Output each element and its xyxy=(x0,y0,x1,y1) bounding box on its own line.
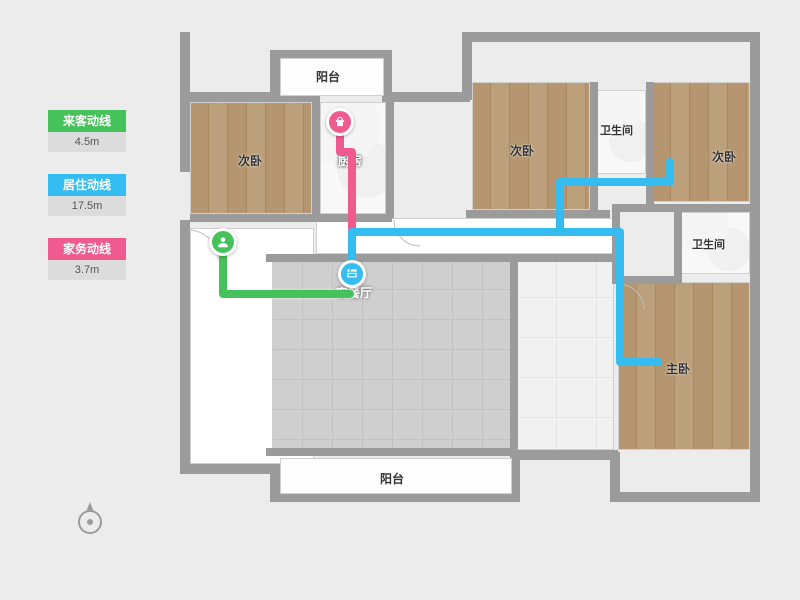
legend-visitor-label: 来客动线 xyxy=(48,110,126,132)
legend-visitor: 来客动线 4.5m xyxy=(48,110,126,152)
node-housework-icon xyxy=(326,108,354,136)
node-living-icon xyxy=(338,260,366,288)
label-kitchen: 厨房 xyxy=(338,152,362,169)
compass-icon xyxy=(72,500,108,536)
label-bath-n: 卫生间 xyxy=(600,122,633,138)
room-bedroom-ne xyxy=(652,82,750,202)
label-bath-e: 卫生间 xyxy=(692,236,725,252)
label-master: 主卧 xyxy=(666,360,690,377)
label-balcony-bottom: 阳台 xyxy=(380,470,404,487)
hallway-top xyxy=(316,218,616,254)
label-bedroom-nc: 次卧 xyxy=(510,142,534,159)
legend-housework-label: 家务动线 xyxy=(48,238,126,260)
room-living xyxy=(272,260,512,452)
legend: 来客动线 4.5m 居住动线 17.5m 家务动线 3.7m xyxy=(48,110,126,302)
legend-living: 居住动线 17.5m xyxy=(48,174,126,216)
legend-housework-value: 3.7m xyxy=(48,260,126,280)
living-side xyxy=(516,258,614,450)
label-bedroom-ne: 次卧 xyxy=(712,148,736,165)
legend-living-label: 居住动线 xyxy=(48,174,126,196)
node-visitor-icon xyxy=(209,228,237,256)
label-balcony-top: 阳台 xyxy=(316,68,340,85)
legend-housework: 家务动线 3.7m xyxy=(48,238,126,280)
label-bedroom-nw: 次卧 xyxy=(238,152,262,169)
legend-visitor-value: 4.5m xyxy=(48,132,126,152)
legend-living-value: 17.5m xyxy=(48,196,126,216)
floor-plan: 阳台 次卧 厨房 次卧 卫生间 次卧 卫生间 主卧 客餐厅 阳台 xyxy=(180,32,760,552)
